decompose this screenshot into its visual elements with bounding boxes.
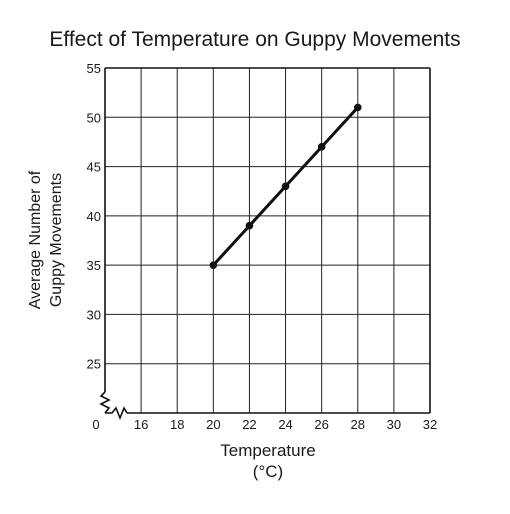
x-tick-label-32: 32: [423, 417, 437, 432]
x-axis-label-line-2: (°C): [252, 462, 284, 481]
y-tick-label-50: 50: [87, 110, 101, 125]
x-tick-label-16: 16: [134, 417, 148, 432]
x-tick-label-28: 28: [351, 417, 365, 432]
x-tick-label-22: 22: [242, 417, 256, 432]
x-tick-label-18: 18: [170, 417, 184, 432]
x-axis-break: [105, 406, 128, 421]
data-point-20: [209, 261, 218, 269]
y-tick-label-45: 45: [87, 160, 101, 175]
x-axis-label: Temperature (°C): [168, 440, 368, 482]
x-tick-label-26: 26: [314, 417, 328, 432]
y-tick-label-25: 25: [87, 357, 101, 372]
x-axis-label-line-1: Temperature: [220, 441, 316, 460]
y-tick-label-40: 40: [87, 209, 101, 224]
data-point-22: [245, 221, 254, 230]
data-point-26: [317, 143, 326, 151]
y-tick-label-55: 55: [87, 61, 101, 76]
data-point-24: [281, 182, 290, 191]
x-tick-label-20: 20: [206, 417, 220, 432]
data-point-28: [353, 103, 362, 112]
x-tick-label-30: 30: [387, 417, 401, 432]
x-tick-label-24: 24: [278, 417, 292, 432]
x-origin-label: 0: [92, 417, 99, 432]
y-axis-break: [99, 391, 111, 414]
y-tick-label-30: 30: [87, 307, 101, 322]
chart-title: Effect of Temperature on Guppy Movements: [49, 28, 461, 51]
y-tick-label-35: 35: [87, 258, 101, 273]
